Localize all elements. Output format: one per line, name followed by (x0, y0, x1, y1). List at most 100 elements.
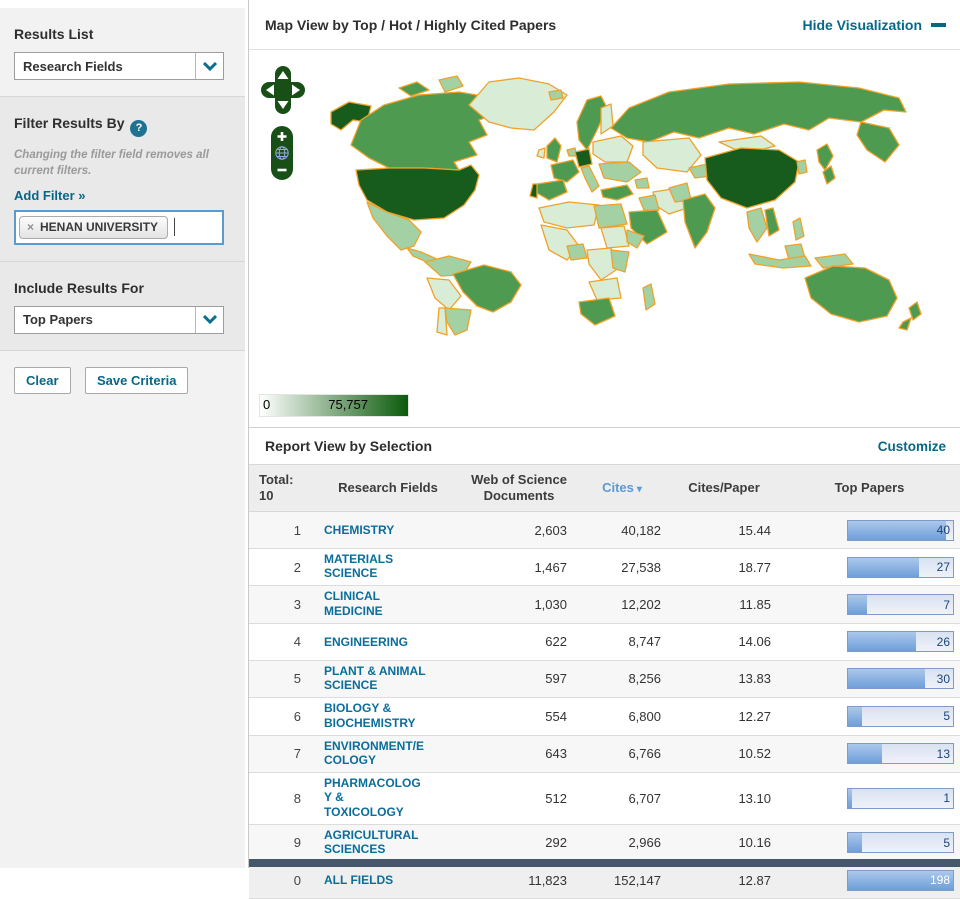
world-choropleth-map[interactable] (249, 50, 960, 392)
column-header-wos-documents[interactable]: Web of Science Documents (471, 472, 567, 503)
top-papers-bar-fill (848, 595, 867, 615)
row-cites-per-paper: 10.52 (738, 746, 771, 762)
row-field-cell: AGRICULTURAL SCIENCES (313, 828, 463, 858)
research-field-link[interactable]: CLINICAL MEDICINE (324, 589, 383, 618)
legend-min-value: 0 (263, 397, 271, 412)
top-papers-bar: 13 (847, 743, 954, 765)
row-cites-per-paper: 14.06 (738, 634, 771, 650)
results-list-section: Results List Research Fields (0, 8, 245, 96)
row-rank: 1 (293, 522, 301, 538)
row-rank: 8 (293, 790, 301, 806)
include-results-section: Include Results For Top Papers (0, 260, 245, 350)
row-wos-documents: 622 (545, 634, 567, 650)
sidebar-buttons: Clear Save Criteria (0, 349, 245, 410)
row-cites: 152,147 (614, 872, 661, 888)
row-top-papers-cell: 30 (779, 668, 960, 690)
include-results-select[interactable]: Top Papers (14, 305, 224, 334)
report-table-body: 1 CHEMISTRY 2,603 40,182 15.44 40 2 MATERIALS S… (249, 512, 960, 899)
research-field-link[interactable]: BIOLOGY & BIOCHEMISTRY (324, 701, 416, 730)
row-field-cell: PLANT & ANIMAL SCIENCE (313, 664, 463, 694)
pan-right-icon (292, 84, 300, 96)
row-field-cell: MATERIALS SCIENCE (313, 552, 463, 582)
row-top-papers-cell: 5 (779, 832, 960, 854)
top-papers-value: 26 (936, 634, 950, 649)
row-wos-documents: 11,823 (528, 872, 567, 888)
save-criteria-button[interactable]: Save Criteria (84, 366, 189, 394)
row-wos-documents: 554 (545, 708, 567, 724)
research-field-link[interactable]: ENGINEERING (324, 634, 409, 649)
hide-visualization-label: Hide Visualization (802, 16, 922, 33)
research-field-link[interactable]: PLANT & ANIMAL SCIENCE (324, 663, 426, 693)
row-top-papers-cell: 1 (779, 787, 960, 809)
table-row: 6 BIOLOGY & BIOCHEMISTRY 554 6,800 12.27 5 (249, 698, 960, 736)
map-zoom-control[interactable] (271, 126, 293, 180)
hide-visualization-link[interactable]: Hide Visualization (802, 17, 946, 33)
top-papers-value: 198 (929, 873, 950, 888)
sort-descending-icon: ▾ (636, 484, 642, 495)
row-top-papers-cell: 198 (779, 869, 960, 891)
chevron-down-icon (195, 53, 223, 79)
filter-tag[interactable]: × HENAN UNIVERSITY (19, 215, 169, 239)
column-header-cites-per-paper[interactable]: Cites/Paper (688, 480, 760, 496)
row-cites-per-paper: 11.85 (739, 597, 771, 613)
research-field-link[interactable]: ENVIRONMENT/ECOLOGY (324, 738, 425, 767)
map-view-title: Map View by Top / Hot / Highly Cited Pap… (265, 16, 557, 33)
row-field-cell: BIOLOGY & BIOCHEMISTRY (313, 701, 463, 731)
row-field-cell: PHARMACOLOGY & TOXICOLOGY (313, 776, 463, 821)
pan-down-icon (277, 101, 289, 109)
top-papers-value: 40 (936, 523, 950, 537)
row-wos-documents: 512 (545, 790, 567, 806)
row-cites: 40,182 (621, 522, 661, 538)
filter-results-title-text: Filter Results By (14, 115, 125, 131)
remove-tag-icon[interactable]: × (27, 219, 35, 234)
row-cites: 2,966 (628, 835, 661, 851)
table-row: 7 ENVIRONMENT/ECOLOGY 643 6,766 10.52 13 (249, 735, 960, 773)
filter-input[interactable]: × HENAN UNIVERSITY (14, 209, 224, 245)
row-rank: 2 (293, 559, 301, 575)
filter-note: Changing the filter field removes all cu… (14, 148, 209, 177)
research-field-link[interactable]: ALL FIELDS (324, 873, 394, 888)
row-cites: 6,800 (628, 708, 661, 724)
row-wos-documents: 1,467 (534, 559, 567, 575)
chevron-down-icon (195, 306, 223, 333)
results-list-select[interactable]: Research Fields (14, 52, 224, 80)
top-papers-value: 5 (943, 835, 950, 850)
filter-results-section: Filter Results By? Changing the filter f… (0, 96, 245, 261)
research-field-link[interactable]: MATERIALS SCIENCE (324, 552, 394, 581)
row-field-cell: CHEMISTRY (313, 521, 463, 539)
research-field-link[interactable]: PHARMACOLOGY & TOXICOLOGY (324, 775, 421, 819)
report-view-header: Report View by Selection Customize (249, 428, 960, 464)
main-panel: Map View by Top / Hot / Highly Cited Pap… (248, 0, 960, 899)
table-row: 1 CHEMISTRY 2,603 40,182 15.44 40 (249, 512, 960, 549)
help-icon[interactable]: ? (130, 119, 148, 137)
map-pan-control[interactable] (261, 66, 305, 114)
top-papers-bar-fill (848, 833, 862, 853)
column-header-research-fields[interactable]: Research Fields (338, 480, 438, 496)
column-header-cites[interactable]: Cites ▾ (575, 480, 669, 496)
row-top-papers-cell: 40 (779, 519, 960, 541)
research-field-link[interactable]: AGRICULTURAL SCIENCES (324, 827, 419, 857)
add-filter-link[interactable]: Add Filter » (14, 187, 86, 203)
legend-max-value: 75,757 (328, 397, 368, 412)
row-cites-per-paper: 13.10 (738, 790, 771, 806)
world-map-view[interactable] (249, 50, 960, 392)
row-rank: 3 (293, 597, 301, 613)
top-papers-bar: 30 (847, 668, 954, 690)
results-list-title: Results List (14, 26, 94, 42)
row-rank: 0 (293, 872, 301, 888)
filter-results-title: Filter Results By? (14, 115, 231, 137)
top-papers-bar-fill (848, 557, 920, 577)
column-header-top-papers[interactable]: Top Papers (834, 480, 905, 496)
row-wos-documents: 597 (545, 671, 567, 687)
bottom-scrollbar[interactable] (249, 859, 960, 867)
top-papers-value: 30 (936, 671, 950, 686)
customize-link[interactable]: Customize (877, 438, 946, 454)
table-row: 8 PHARMACOLOGY & TOXICOLOGY 512 6,707 13.10 1 (249, 773, 960, 825)
top-papers-bar: 40 (847, 519, 954, 541)
pan-left-icon (266, 84, 274, 96)
top-papers-value: 27 (936, 560, 950, 575)
clear-button[interactable]: Clear (14, 366, 71, 394)
research-field-link[interactable]: CHEMISTRY (324, 523, 395, 537)
row-cites: 6,707 (628, 790, 661, 806)
row-cites-per-paper: 18.77 (738, 559, 771, 575)
